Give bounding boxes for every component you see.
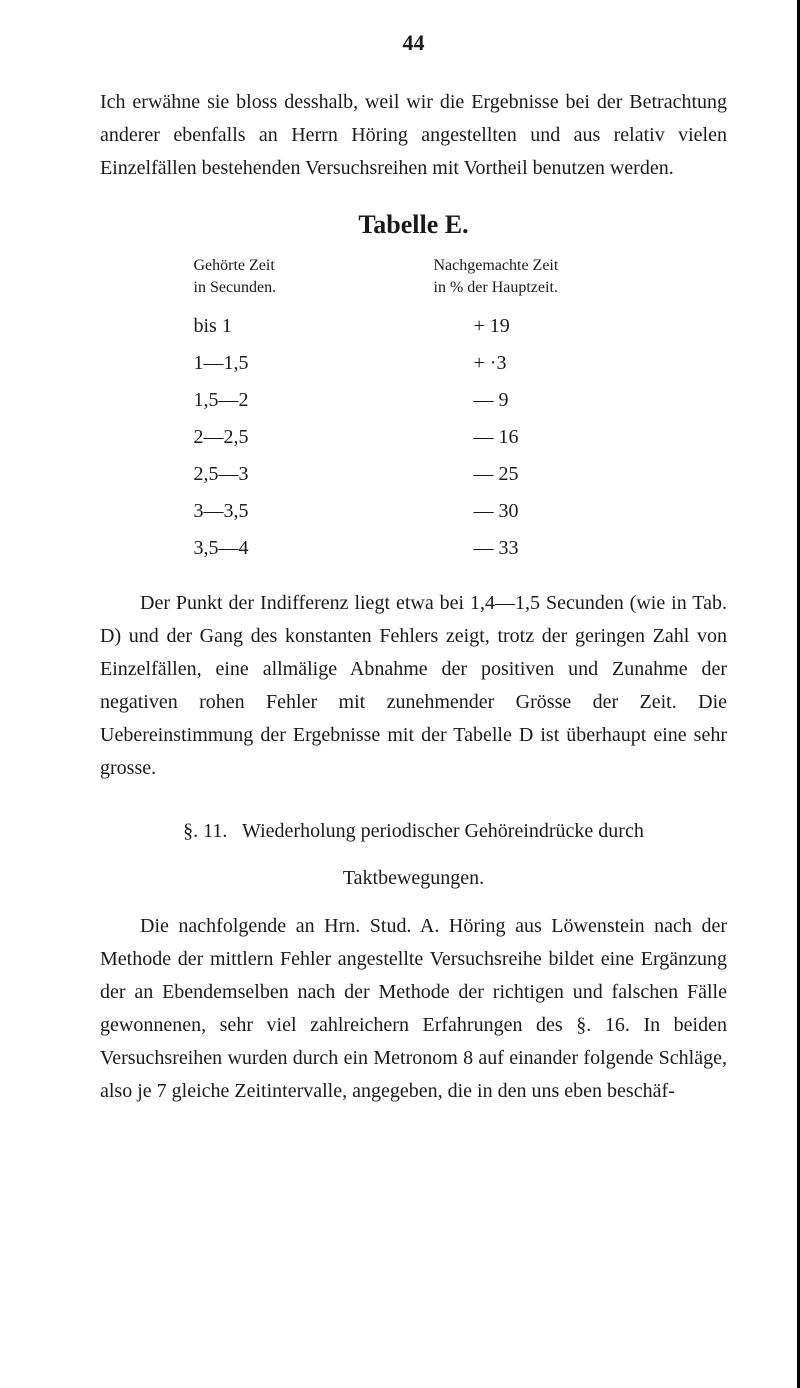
table-e: Gehörte Zeit in Secunden. bis 1 1—1,5 1,… bbox=[100, 255, 727, 567]
table-header-right: Nachgemachte Zeit in % der Hauptzeit. bbox=[434, 255, 664, 300]
section-subtitle: Taktbewegungen. bbox=[100, 867, 727, 890]
paragraph-2: Der Punkt der Indifferenz liegt etwa bei… bbox=[100, 587, 727, 785]
table-cell: + 19 bbox=[434, 308, 664, 345]
table-cell: 2—2,5 bbox=[194, 419, 394, 456]
table-cell: — 9 bbox=[434, 382, 664, 419]
section-heading: §. 11. Wiederholung periodischer Gehörei… bbox=[100, 815, 727, 847]
table-cell: — 25 bbox=[434, 456, 664, 493]
table-cell: 1,5—2 bbox=[194, 382, 394, 419]
table-cell: — 16 bbox=[434, 419, 664, 456]
paragraph-1: Ich erwähne sie bloss desshalb, weil wir… bbox=[100, 86, 727, 185]
page-number: 44 bbox=[100, 30, 727, 56]
table-cell: bis 1 bbox=[194, 308, 394, 345]
table-cell: 3,5—4 bbox=[194, 530, 394, 567]
table-cell: 3—3,5 bbox=[194, 493, 394, 530]
table-cell: — 30 bbox=[434, 493, 664, 530]
section-title: Wiederholung periodischer Gehöreindrücke… bbox=[242, 820, 644, 842]
table-title: Tabelle E. bbox=[100, 210, 727, 240]
paragraph-3: Die nachfolgende an Hrn. Stud. A. Höring… bbox=[100, 910, 727, 1108]
table-cell: 2,5—3 bbox=[194, 456, 394, 493]
table-cell: 1—1,5 bbox=[194, 345, 394, 382]
table-cell: — 33 bbox=[434, 530, 664, 567]
table-cell: + ·3 bbox=[434, 345, 664, 382]
table-header-left: Gehörte Zeit in Secunden. bbox=[194, 255, 394, 300]
section-number: §. 11. bbox=[183, 820, 227, 842]
